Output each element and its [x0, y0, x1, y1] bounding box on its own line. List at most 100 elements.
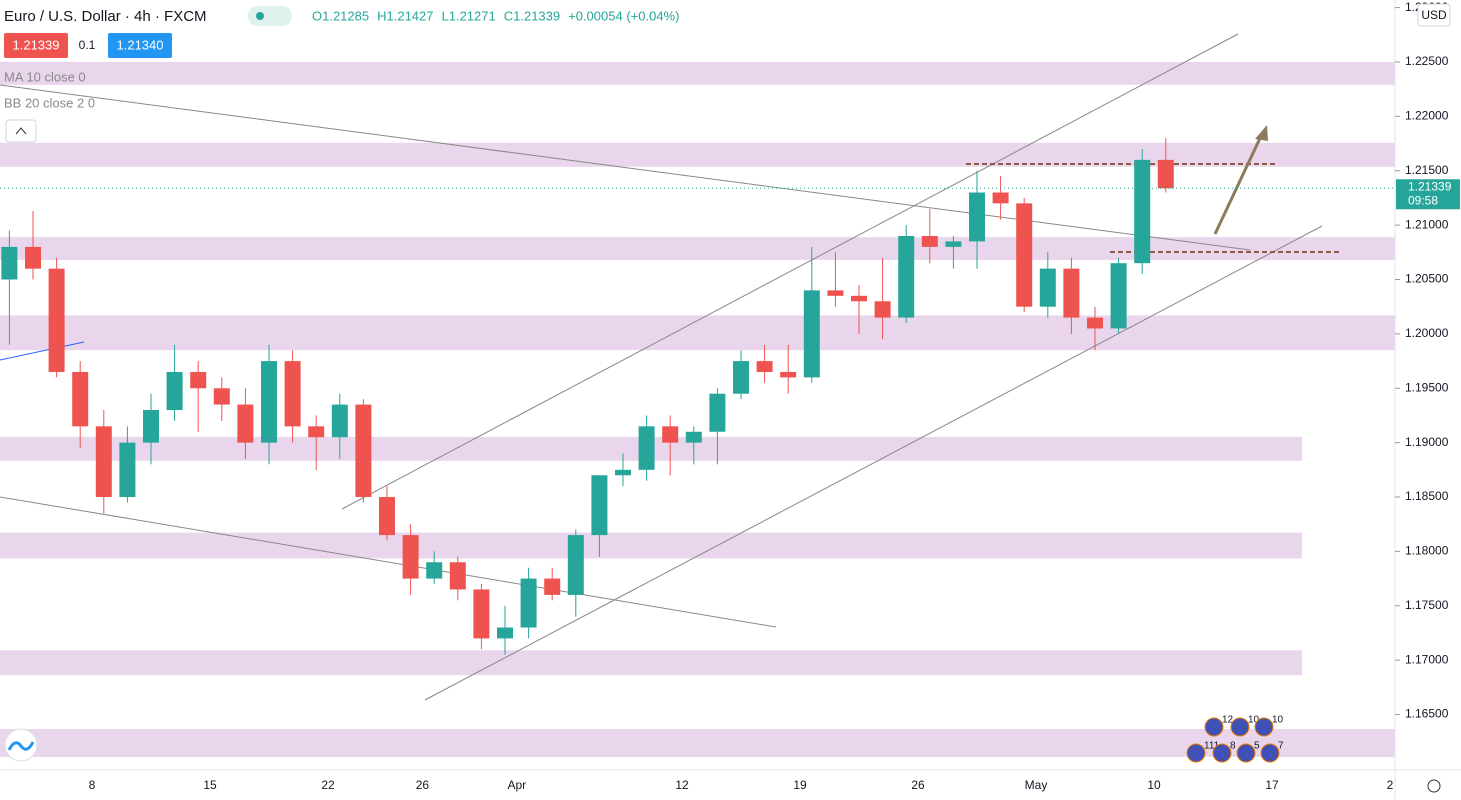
event-icon[interactable] — [1204, 717, 1224, 737]
candle-body — [119, 442, 136, 498]
chevron — [15, 127, 27, 135]
event-icon[interactable] — [1236, 743, 1256, 763]
x-tick-label: 19 — [793, 778, 807, 792]
last-price: 1.21339 — [1408, 179, 1452, 193]
candle-body — [874, 301, 891, 318]
candle-body — [48, 268, 65, 372]
y-tick-label: 1.19000 — [1405, 435, 1449, 449]
ohlc-value: C1.21339 — [504, 8, 560, 23]
zone — [0, 142, 1395, 167]
ohlc-value: +0.00054 (+0.04%) — [568, 8, 679, 23]
candle-body — [261, 361, 277, 443]
zone — [0, 237, 1395, 260]
candle-body — [567, 535, 584, 595]
x-tick-label: Apr — [507, 778, 526, 792]
y-tick-label: 1.16500 — [1405, 707, 1449, 721]
countdown: 09:58 — [1408, 193, 1438, 207]
status-dot — [256, 12, 264, 20]
events: 12 10 10 111 8 5 7 — [1186, 715, 1284, 763]
x-tick-label: 17 — [1265, 778, 1279, 792]
zone — [0, 315, 1395, 351]
candles — [1, 138, 1174, 655]
candle-body — [25, 246, 41, 269]
y-tick-label: 1.21500 — [1405, 163, 1449, 177]
currency-box[interactable] — [1417, 3, 1451, 27]
candle-body — [426, 562, 443, 579]
event-icon[interactable] — [1260, 743, 1280, 763]
candle-body — [898, 236, 915, 318]
arrow-head — [1255, 125, 1268, 141]
y-tick-label: 1.17000 — [1405, 652, 1449, 666]
bid: 1.21339 — [13, 37, 60, 52]
y-tick-label: 1.20000 — [1405, 326, 1449, 340]
status-pill[interactable] — [248, 6, 292, 26]
candle-body — [213, 388, 230, 405]
zone — [0, 728, 1395, 757]
settings-icon[interactable] — [1427, 779, 1441, 793]
x-tick-label: 10 — [1147, 778, 1161, 792]
candle-body — [969, 192, 985, 242]
spread: 0.1 — [79, 38, 96, 52]
candle-body — [544, 578, 561, 595]
y-tick-label: 1.18000 — [1405, 544, 1449, 558]
event-count: 8 — [1230, 741, 1236, 752]
x-tick-label: 12 — [675, 778, 689, 792]
candle-body — [497, 627, 513, 639]
candle-body — [1039, 268, 1056, 307]
candle-body — [473, 589, 490, 639]
event-icon[interactable] — [1186, 743, 1206, 763]
event-count: 10 — [1272, 715, 1284, 726]
trend-line — [0, 84, 1251, 251]
candle-body — [1016, 203, 1033, 307]
event-count: 7 — [1278, 741, 1284, 752]
buy-button[interactable] — [108, 33, 172, 58]
candle-body — [1110, 263, 1127, 329]
candle-body — [921, 236, 938, 247]
logo-mark — [7, 741, 35, 751]
channel-line — [424, 225, 1323, 701]
event-count: 5 — [1254, 741, 1260, 752]
ohlc-legend: O1.21285 H1.21427 L1.21271 C1.21339 +0.00054… — [312, 8, 679, 23]
event-icon[interactable] — [1254, 717, 1274, 737]
candle-body — [190, 371, 207, 389]
event-icon[interactable] — [1212, 743, 1232, 763]
x-tick-label: 26 — [416, 778, 430, 792]
candle-body — [379, 497, 395, 536]
candle-body — [284, 361, 301, 427]
candle-body — [827, 290, 844, 296]
chart-title: Euro / U.S. Dollar · 4h · FXCM — [4, 8, 207, 25]
y-tick-label: 1.22000 — [1405, 109, 1449, 123]
ask: 1.21340 — [117, 37, 164, 52]
indicator[interactable]: BB 20 close 2 0 — [4, 95, 95, 110]
candle-body — [803, 290, 820, 378]
candle-body — [449, 562, 466, 590]
candle-body — [1087, 317, 1103, 329]
sell-button[interactable] — [4, 33, 68, 58]
arrow — [1213, 133, 1264, 235]
y-tick-label: 1.21000 — [1405, 217, 1449, 231]
event-icon[interactable] — [1230, 717, 1250, 737]
collapse-button[interactable] — [5, 119, 37, 143]
candle-body — [1, 246, 18, 280]
candle-body — [143, 410, 159, 443]
candle-body — [166, 371, 183, 411]
candle-body — [308, 426, 325, 438]
candle-body — [402, 535, 419, 579]
candle-body — [355, 404, 372, 498]
candle-body — [615, 469, 631, 476]
candle-body — [520, 578, 537, 628]
candle-body — [1157, 159, 1174, 189]
candle-body — [685, 431, 702, 443]
zone — [0, 61, 1395, 85]
candle-body — [237, 404, 254, 443]
x-tick-label: 15 — [203, 778, 217, 792]
candle-body — [756, 361, 773, 372]
ohlc-value: O1.21285 — [312, 8, 369, 23]
y-tick-label: 1.17500 — [1405, 598, 1449, 612]
x-tick-label: 2 — [1387, 778, 1394, 792]
candle-body — [780, 371, 797, 378]
indicator[interactable]: MA 10 close 0 — [4, 69, 86, 84]
zones — [0, 61, 1395, 757]
candle-body — [662, 426, 679, 443]
